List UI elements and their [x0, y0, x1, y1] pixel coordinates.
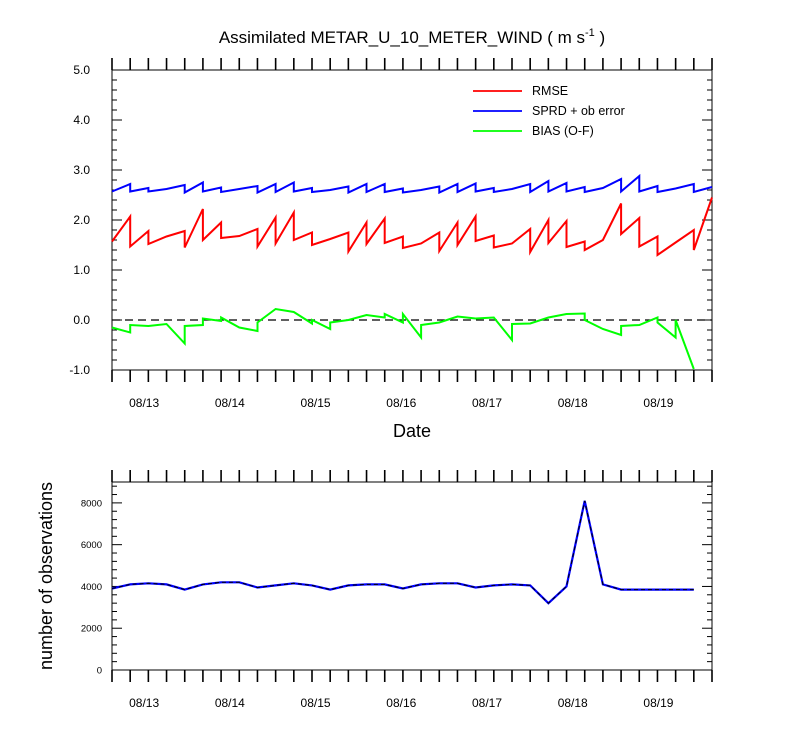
legend-label: RMSE [532, 84, 568, 98]
x-tick-label: 08/14 [215, 696, 245, 710]
chart-title: Assimilated METAR_U_10_METER_WIND ( m s-… [219, 27, 605, 47]
top-chart-panel: Assimilated METAR_U_10_METER_WIND ( m s-… [69, 27, 713, 441]
x-tick-label: 08/16 [386, 696, 416, 710]
top-axes: 5.0 4.0 3.0 2.0 1.0 0.0 -1.0 08/13 08/14 08/15 08/… [69, 58, 713, 410]
x-tick-label: 08/13 [129, 396, 159, 410]
x-tick-label: 08/19 [643, 696, 673, 710]
bottom-chart-panel: 8000 6000 4000 2000 0 08/13 08/14 08/15 08/16 08/… [36, 470, 713, 710]
y-tick-label: 0 [97, 666, 102, 677]
x-tick-label: 08/13 [129, 696, 159, 710]
legend-label: SPRD + ob error [532, 104, 625, 118]
y-tick-label: -1.0 [69, 363, 90, 377]
series-line-rmse [111, 197, 713, 257]
y-tick-label: 1.0 [73, 263, 90, 277]
x-tick-label: 08/15 [301, 396, 331, 410]
x-tick-label: 08/14 [215, 396, 245, 410]
legend-label: BIAS (O-F) [532, 124, 594, 138]
observation-count-line-1 [111, 500, 694, 605]
x-tick-label: 08/16 [386, 396, 416, 410]
x-tick-label: 08/17 [472, 396, 502, 410]
y-tick-label: 2.0 [73, 213, 90, 227]
chart-legend: RMSE SPRD + ob error BIAS (O-F) [473, 84, 625, 138]
y-tick-label: 5.0 [73, 63, 90, 77]
y-tick-label: 8000 [81, 498, 102, 509]
bottom-axes: 8000 6000 4000 2000 0 08/13 08/14 08/15 08/16 08/… [81, 470, 713, 710]
x-axis-title: Date [393, 421, 431, 441]
y-tick-label: 4000 [81, 582, 102, 593]
y-axis-title: number of observations [36, 482, 56, 670]
x-tick-label: 08/19 [643, 396, 673, 410]
observation-count-line-2 [111, 500, 694, 604]
y-tick-label: 6000 [81, 540, 102, 551]
series-line-bias-o-f- [111, 307, 695, 370]
y-tick-label: 2000 [81, 624, 102, 635]
y-tick-label: 4.0 [73, 113, 90, 127]
series-line-sprd-ob-error [111, 173, 713, 195]
x-tick-label: 08/18 [558, 696, 588, 710]
bottom-plot-frame [111, 481, 713, 671]
top-series-group [111, 173, 713, 370]
y-tick-label: 0.0 [73, 313, 90, 327]
x-tick-label: 08/18 [558, 396, 588, 410]
y-tick-label: 3.0 [73, 163, 90, 177]
bottom-series-group [111, 500, 694, 605]
x-tick-label: 08/17 [472, 696, 502, 710]
x-tick-label: 08/15 [301, 696, 331, 710]
